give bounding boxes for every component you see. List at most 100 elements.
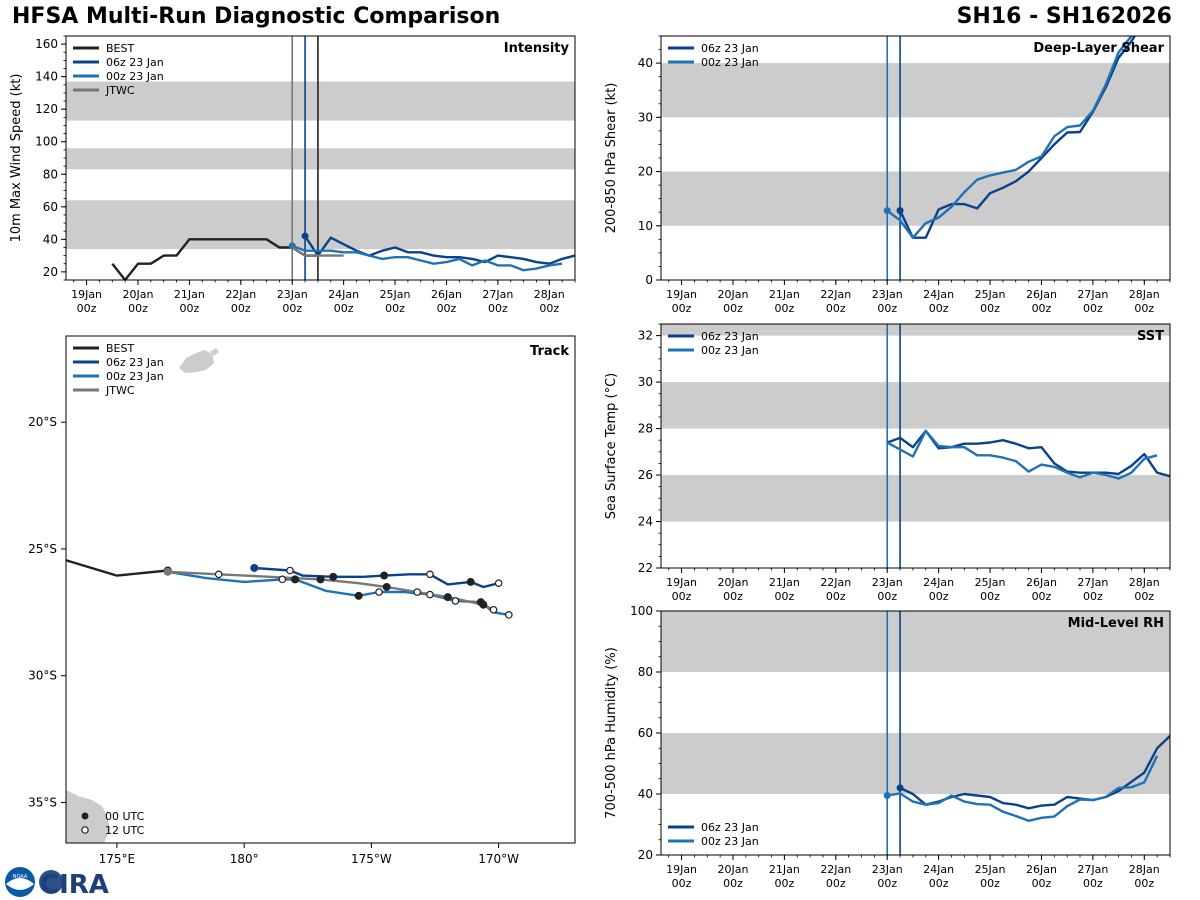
intensity-ytick-label-4: 100 <box>35 135 58 149</box>
track-series-jtwc <box>167 570 495 611</box>
shear-xtick-sublabel-5: 00z <box>929 302 949 315</box>
shear-xtick-label-8: 27Jan <box>1077 288 1108 301</box>
rh-xtick-sublabel-2: 00z <box>775 877 795 890</box>
shear-start-point-06z <box>896 207 904 215</box>
shear-panel: 01020304019Jan00z20Jan00z21Jan00z22Jan00… <box>604 35 1171 315</box>
rh-ytick-label-3: 80 <box>638 665 653 679</box>
rh-xtick-label-3: 22Jan <box>820 863 851 876</box>
rh-xtick-label-2: 21Jan <box>769 863 800 876</box>
sst-xtick-label-1: 20Jan <box>717 576 748 589</box>
shear-xtick-sublabel-3: 00z <box>826 302 846 315</box>
intensity-ytick-label-0: 20 <box>43 265 58 279</box>
intensity-start-point-06z <box>301 232 309 240</box>
sst-xtick-sublabel-4: 00z <box>877 590 897 603</box>
track-marker-12utc-00z-4 <box>426 590 434 599</box>
track-marker-12utc-00z-3 <box>375 588 383 596</box>
sst-series-06z <box>886 429 1170 478</box>
track-xtick-label-2: 175°W <box>351 852 392 866</box>
intensity-ytick-label-2: 60 <box>43 200 58 214</box>
legend-label-jtwc: JTWC <box>105 84 135 97</box>
intensity-xtick-sublabel-8: 00z <box>488 302 508 315</box>
intensity-xtick-label-9: 28Jan <box>534 288 565 301</box>
intensity-ylabel: 10m Max Wind Speed (kt) <box>9 74 24 243</box>
track-marker-00utc-06z-5 <box>466 577 475 586</box>
track-marker-00utc-jtwc-5 <box>443 593 452 602</box>
track-marker-12utc-00z-5 <box>451 597 460 605</box>
shear-xtick-sublabel-9: 00z <box>1134 302 1154 315</box>
sst-xtick-sublabel-5: 00z <box>929 590 949 603</box>
rh-xtick-label-6: 25Jan <box>975 863 1006 876</box>
sst-ytick-label-2: 26 <box>638 468 653 482</box>
shear-xtick-sublabel-1: 00z <box>723 302 743 315</box>
rh-xtick-sublabel-5: 00z <box>929 877 949 890</box>
track-marker-00utc-06z-3 <box>380 571 389 580</box>
shear-xtick-sublabel-8: 00z <box>1083 302 1103 315</box>
rh-ytick-label-1: 40 <box>638 787 653 801</box>
sst-title: SST <box>1137 329 1164 344</box>
sst-xtick-sublabel-7: 00z <box>1032 590 1052 603</box>
track-title: Track <box>530 344 569 359</box>
shear-ytick-label-0: 0 <box>645 273 653 287</box>
track-start-point-06z <box>250 563 259 572</box>
legend-label-best: BEST <box>106 342 134 355</box>
intensity-series-06z <box>304 235 575 265</box>
land-islet <box>210 348 219 356</box>
track-marker-12utc-jtwc-1 <box>214 570 223 579</box>
sst-xtick-label-7: 26Jan <box>1026 576 1057 589</box>
rh-xtick-sublabel-1: 00z <box>723 877 743 890</box>
legend-label-00z: 00z 23 Jan <box>106 370 164 383</box>
sst-series-00z <box>886 429 1158 480</box>
rh-ylabel: 700-500 hPa Humidity (%) <box>604 647 619 819</box>
rh-xtick-sublabel-7: 00z <box>1032 877 1052 890</box>
track-marker-12utc-jtwc-4 <box>413 588 422 596</box>
track-xtick-label-1: 180° <box>230 852 259 866</box>
cira-logo: NOAA CIRA <box>5 867 109 900</box>
track-marker-12utc-06z-4 <box>426 570 434 579</box>
marker-legend-label-0: 00 UTC <box>105 810 145 823</box>
marker-legend-filled-dot <box>81 812 89 820</box>
sst-ytick-label-1: 24 <box>638 515 653 529</box>
shear-xtick-sublabel-4: 00z <box>877 302 897 315</box>
intensity-title: Intensity <box>504 41 570 56</box>
intensity-xtick-label-2: 21Jan <box>174 288 205 301</box>
intensity-panel: 2040608010012014016019Jan00z20Jan00z21Ja… <box>9 35 576 315</box>
shear-start-point-00z <box>883 207 891 215</box>
shear-series-06z <box>899 36 1137 239</box>
intensity-band-1 <box>66 148 575 170</box>
sst-xtick-sublabel-1: 00z <box>723 590 743 603</box>
legend-label-best: BEST <box>106 42 134 55</box>
shear-xtick-label-7: 26Jan <box>1026 288 1057 301</box>
track-marker-00utc-jtwc-6 <box>479 600 488 609</box>
shear-ylabel: 200-850 hPa Shear (kt) <box>604 83 619 234</box>
legend-label-06z: 06z 23 Jan <box>701 42 759 55</box>
track-ytick-label-2: 30°S <box>28 669 57 683</box>
track-marker-12utc-06z-1 <box>286 566 294 575</box>
legend-label-jtwc: JTWC <box>105 384 135 397</box>
sst-xtick-label-5: 24Jan <box>923 576 954 589</box>
shear-xtick-label-5: 24Jan <box>923 288 954 301</box>
track-marker-12utc-06z-6 <box>494 579 503 587</box>
shear-ytick-label-2: 20 <box>638 165 653 179</box>
intensity-xtick-label-8: 27Jan <box>482 288 513 301</box>
figure-title: HFSA Multi-Run Diagnostic Comparison <box>12 4 501 29</box>
intensity-xtick-sublabel-7: 00z <box>437 302 457 315</box>
intensity-band-2 <box>66 81 575 121</box>
track-marker-00utc-06z-2 <box>329 572 338 581</box>
cira-globe-icon <box>39 870 63 894</box>
track-ytick-label-1: 25°S <box>28 542 57 556</box>
shear-xtick-label-4: 23Jan <box>872 288 903 301</box>
rh-start-point-00z <box>883 792 891 800</box>
shear-ytick-label-4: 40 <box>638 56 653 70</box>
sst-xtick-sublabel-2: 00z <box>775 590 795 603</box>
sst-ytick-label-4: 30 <box>638 375 653 389</box>
legend-label-00z: 00z 23 Jan <box>701 344 759 357</box>
sst-xtick-sublabel-0: 00z <box>672 590 692 603</box>
marker-legend-open-dot <box>81 826 89 834</box>
track-marker-00utc-00z-1 <box>291 575 300 584</box>
legend-label-00z: 00z 23 Jan <box>701 835 759 848</box>
shear-xtick-label-1: 20Jan <box>717 288 748 301</box>
sst-ylabel: Sea Surface Temp (°C) <box>604 373 619 520</box>
intensity-xtick-sublabel-4: 00z <box>282 302 302 315</box>
track-ytick-label-3: 35°S <box>28 795 57 809</box>
rh-ytick-label-0: 20 <box>638 848 653 862</box>
